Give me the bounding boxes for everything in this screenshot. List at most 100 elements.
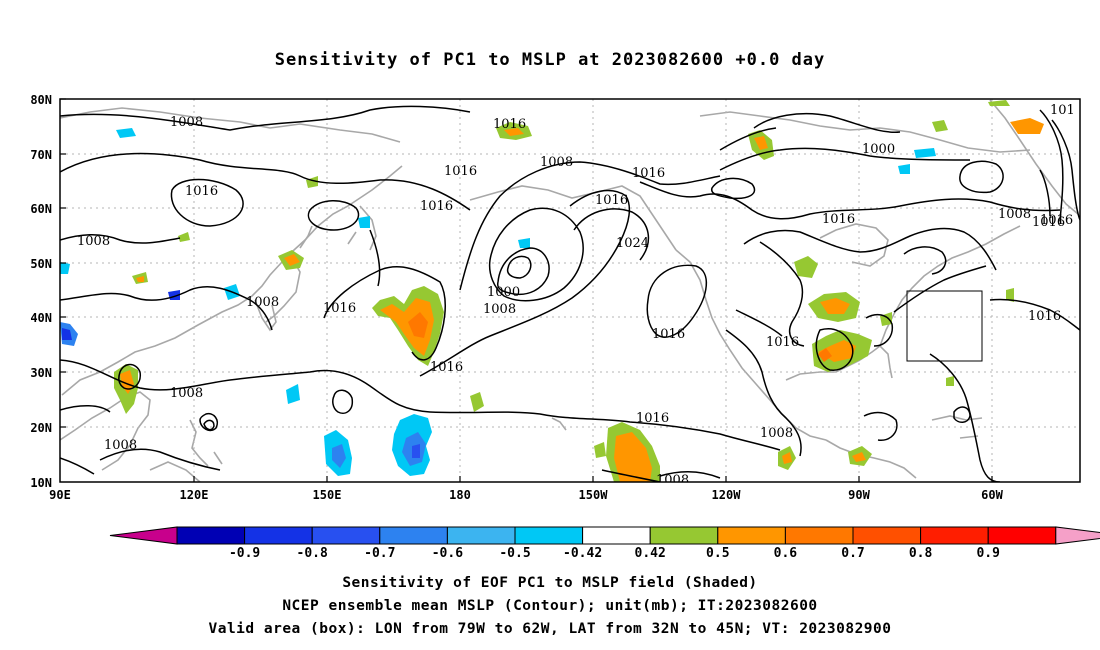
contour-label: 1016 [444,164,477,179]
positive-patch-midpacific-core [380,298,434,356]
positive-patch-small-6 [1006,288,1014,302]
colorbar-label: 0.9 [976,546,999,561]
colorbar-swatch [784,526,854,545]
contour-label: 1016 [636,411,669,426]
colorbar-swatch [582,526,651,545]
coastlines [60,99,1079,482]
positive-patch-midpacific-peak [408,312,428,338]
chart-title: Sensitivity of PC1 to MSLP at 2023082600… [274,50,826,70]
caption-shading: Sensitivity of EOF PC1 to MSLP field (Sh… [342,575,758,591]
coastline-borneo [149,461,201,482]
contour-label: 1008 [483,302,516,317]
colorbar-swatch [446,526,516,545]
colorbar-swatch [244,526,313,545]
contour-label: 1008 [246,295,279,310]
contour-label: 1008 [656,473,689,488]
positive-patch-hawaii [594,442,606,458]
negative-patch-2 [116,128,136,138]
lon-label: 180 [449,488,471,502]
colorbar-label: 0.42 [635,546,666,561]
lon-label: 150E [313,488,342,502]
contour-label: 1008 [104,438,137,453]
contour-labels: 1008 1016 1008 1016 1008 1016 1016 1000 … [77,103,1075,488]
positive-patch-mexico-core [782,452,792,464]
latitude-labels: 80N 70N 60N 50N 40N 30N 20N 10N [30,93,52,490]
colorbar-label: 0.8 [909,546,933,561]
colorbar-swatch [176,526,246,545]
negative-patch-7 [358,216,370,228]
contour-label: 1016 [1028,309,1061,324]
positive-patch-japan-core [284,254,300,266]
contour-label: 1008 [540,155,573,170]
contour-label: 1024 [616,236,649,251]
lon-label: 150W [579,488,609,502]
lat-label: 40N [30,311,52,325]
colorbar-swatch [852,526,922,545]
colorbar-label: -0.42 [563,546,602,561]
negative-patch-asia-west-deep [62,328,72,340]
lat-label: 80N [30,93,52,107]
lat-label: 60N [30,202,52,216]
longitude-labels: 90E 120E 150E 180 150W 120W 90W 60W [49,488,1003,502]
caption-contour: NCEP ensemble mean MSLP (Contour); unit(… [282,598,818,614]
positive-patch-subtropic-core [614,432,652,482]
contour-label: 1016 [1040,213,1073,228]
positive-patch-gulf-peak [818,348,832,362]
contour-label: 101 [1050,103,1075,118]
lon-label: 120E [180,488,209,502]
coastline-philippines [189,419,223,467]
lat-label: 10N [30,476,52,490]
contour-label: 1016 [493,117,526,132]
negative-patch-west-core [332,444,346,468]
contour-label: 1008 [170,386,203,401]
positive-patch-small-7 [946,376,954,386]
colorbar-label: 0.5 [706,546,729,561]
positive-patch-arctic-core [504,128,524,136]
caption-valid-area: Valid area (box): LON from 79W to 62W, L… [208,621,892,637]
lat-label: 50N [30,257,52,271]
colorbar-swatch [987,526,1057,545]
contour-label: 1008 [170,115,203,130]
positive-patch-hudson [794,256,818,278]
contour-label: 1016 [652,327,685,342]
plot-frame [59,98,1081,483]
colorbar-label: -0.7 [364,546,395,561]
colorbar-swatch [379,526,448,545]
positive-patch-small-2 [178,232,190,242]
negative-patch-4 [286,384,300,404]
colorbar-swatch [717,526,786,545]
contour-label: 1008 [77,234,110,249]
positive-patch-canada-core [754,136,768,150]
contour-label: 1016 [822,212,855,227]
coastline-east-asia [61,165,403,396]
colorbar-label: -0.9 [229,546,260,561]
positive-patch-nw-atlantic [932,120,948,132]
contour-label: 1016 [185,184,218,199]
coastline-florida [859,344,893,379]
colorbar-label: 0.6 [774,546,798,561]
lon-label: 60W [981,488,1003,502]
valid-area-box [906,290,983,362]
positive-patch-small-5 [470,392,484,412]
coastline-greenland [989,99,1079,215]
lat-label: 70N [30,148,52,162]
axis-ticks [60,98,993,482]
colorbar-label: -0.5 [499,546,530,561]
contour-label: 1000 [487,285,520,300]
contour-label: 1008 [760,426,793,441]
coastline-kamchatka [347,205,377,251]
colorbar: -0.9 -0.8 -0.7 -0.6 -0.5 -0.42 0.42 0.5 0.6 0.7 0.… [109,526,1100,561]
negative-patch-9 [60,262,70,274]
contour-label: 1016 [323,301,356,316]
contour-label: 1016 [430,360,463,375]
contour-label: 1016 [632,166,665,181]
lon-label: 120W [712,488,742,502]
contour-label: 1016 [1032,215,1065,230]
contour-label: 1008 [998,207,1031,222]
positive-patch-greenland [1010,118,1044,134]
negative-patch-8 [898,164,910,174]
coastline-east-coast [879,225,1021,347]
lat-label: 20N [30,421,52,435]
colorbar-label: -0.6 [432,546,463,561]
